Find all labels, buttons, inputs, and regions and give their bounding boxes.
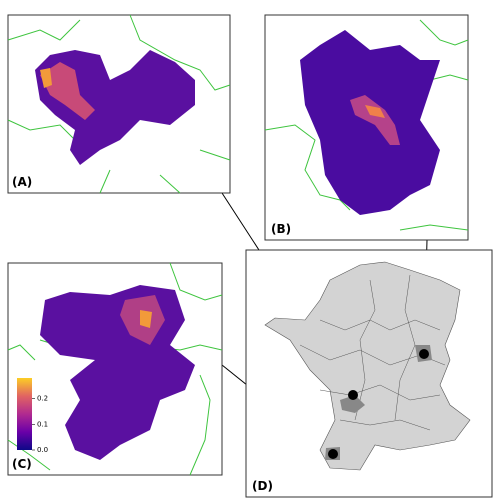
panel-label: (A): [12, 175, 32, 189]
panel-c: (C): [7, 262, 223, 476]
colorbar-tick-label: 0.2: [37, 395, 48, 403]
colorbar: [17, 378, 32, 450]
colorbar-tick-label: 0.0: [37, 446, 48, 454]
colorbar-tick-label: 0.1: [37, 420, 48, 428]
panel-label: (D): [252, 479, 273, 493]
panel-label: (C): [12, 457, 32, 471]
panel-b: (B): [264, 14, 469, 241]
panel-d: (D): [245, 249, 493, 498]
panel-label: (B): [271, 222, 291, 236]
panel-a: (A): [7, 14, 231, 194]
